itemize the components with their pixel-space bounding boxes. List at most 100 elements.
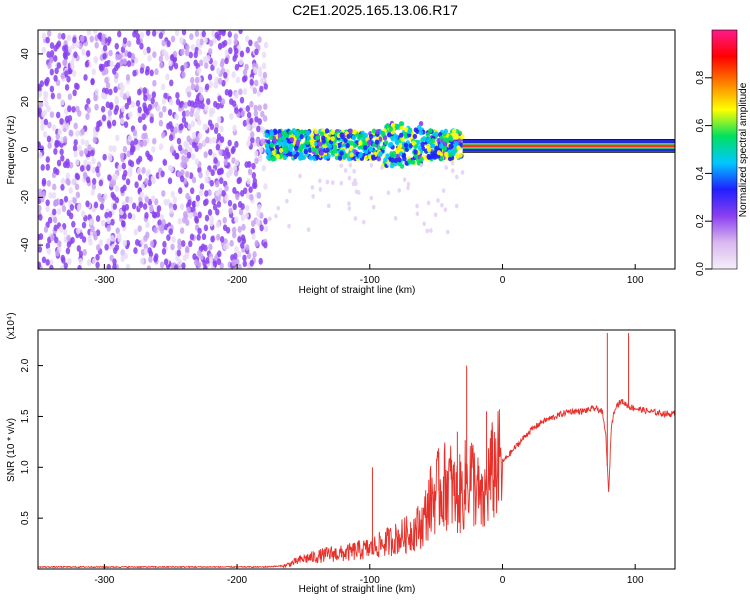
noise-cell — [248, 39, 253, 47]
onset-cell — [271, 155, 276, 161]
noise-cell — [161, 218, 166, 226]
onset-tail-cell — [288, 188, 292, 194]
noise-cell — [237, 250, 242, 258]
noise-cell — [55, 198, 61, 206]
noise-cell — [222, 243, 228, 251]
noise-cell — [144, 68, 150, 76]
noise-cell — [203, 224, 209, 232]
noise-cell — [249, 117, 254, 125]
noise-cell — [143, 247, 149, 255]
noise-cell — [250, 131, 255, 138]
noise-cell — [190, 83, 196, 91]
noise-cell — [54, 141, 59, 149]
onset-cell — [345, 142, 350, 149]
noise-cell — [94, 41, 99, 49]
noise-cell — [217, 250, 222, 258]
noise-cell — [68, 187, 73, 194]
noise-cell — [56, 92, 62, 100]
noise-cell — [109, 60, 114, 68]
onset-cell — [269, 130, 274, 137]
noise-cell — [72, 36, 77, 44]
onset-cell — [321, 138, 326, 144]
noise-cell — [246, 123, 251, 131]
onset-cell — [357, 133, 362, 140]
noise-cell — [125, 240, 131, 247]
noise-cell — [44, 100, 49, 108]
noise-cell — [131, 202, 137, 210]
noise-cell — [124, 102, 129, 110]
noise-cell — [101, 33, 106, 41]
snr-series-line — [38, 398, 675, 569]
noise-cell — [85, 113, 90, 120]
noise-cell — [67, 105, 72, 113]
noise-cell — [176, 170, 182, 178]
noise-cell — [75, 191, 81, 199]
noise-cell — [73, 150, 78, 158]
noise-cell — [245, 105, 251, 112]
noise-cell — [260, 110, 265, 118]
noise-cell — [86, 97, 91, 105]
noise-cell — [145, 170, 151, 178]
onset-tail-cell — [325, 179, 330, 185]
noise-cell — [159, 261, 165, 269]
noise-cell — [158, 32, 164, 39]
onset-tail-cell — [274, 213, 278, 219]
noise-cell — [53, 74, 58, 82]
onset-cell — [346, 156, 352, 162]
noise-cell — [75, 130, 80, 137]
noise-cell — [106, 237, 111, 245]
noise-cell — [170, 190, 175, 198]
onset-cell — [294, 130, 299, 137]
noise-cell — [112, 145, 117, 153]
noise-cell — [149, 69, 154, 77]
noise-cell — [66, 178, 71, 186]
noise-cell — [53, 167, 58, 174]
noise-cell — [136, 38, 141, 45]
noise-cell — [263, 225, 269, 233]
onset-cell — [310, 140, 315, 146]
noise-cell — [144, 212, 149, 219]
noise-cell — [239, 189, 245, 197]
onset-tail-cell — [276, 205, 281, 211]
noise-cell — [112, 203, 118, 210]
noise-cell — [158, 143, 164, 151]
y-tick-label: 0 — [20, 146, 31, 152]
noise-cell — [184, 49, 190, 57]
noise-cell — [160, 170, 165, 178]
noise-cell — [38, 204, 42, 212]
onset-cell — [282, 154, 288, 161]
noise-cell — [125, 196, 130, 203]
noise-cell — [139, 67, 145, 74]
noise-cell — [120, 105, 126, 113]
onset-cell — [371, 128, 377, 134]
spectrogram-region-carrier — [462, 139, 675, 153]
noise-cell — [38, 107, 43, 115]
onset-tail-cell — [298, 173, 302, 179]
noise-cell — [252, 251, 257, 258]
noise-cell — [57, 32, 62, 40]
noise-cell — [122, 145, 128, 153]
noise-cell — [65, 172, 71, 180]
noise-cell — [262, 115, 268, 122]
noise-cell — [165, 73, 170, 81]
noise-cell — [75, 41, 80, 48]
noise-cell — [41, 32, 47, 40]
noise-cell — [209, 123, 215, 131]
noise-cell — [100, 105, 106, 113]
noise-cell — [197, 227, 202, 235]
onset-cell — [382, 135, 388, 141]
noise-cell — [163, 92, 168, 100]
noise-cell — [245, 118, 251, 126]
noise-cell — [152, 137, 157, 145]
noise-cell — [187, 123, 192, 131]
noise-cell — [54, 67, 59, 75]
noise-cell — [41, 191, 47, 198]
noise-cell — [107, 211, 113, 218]
y-tick-label: 2.0 — [20, 358, 31, 372]
onset-cell — [456, 145, 461, 151]
noise-cell — [47, 121, 52, 129]
noise-cell — [49, 264, 54, 269]
noise-cell — [158, 111, 164, 119]
onset-cell — [380, 130, 386, 136]
